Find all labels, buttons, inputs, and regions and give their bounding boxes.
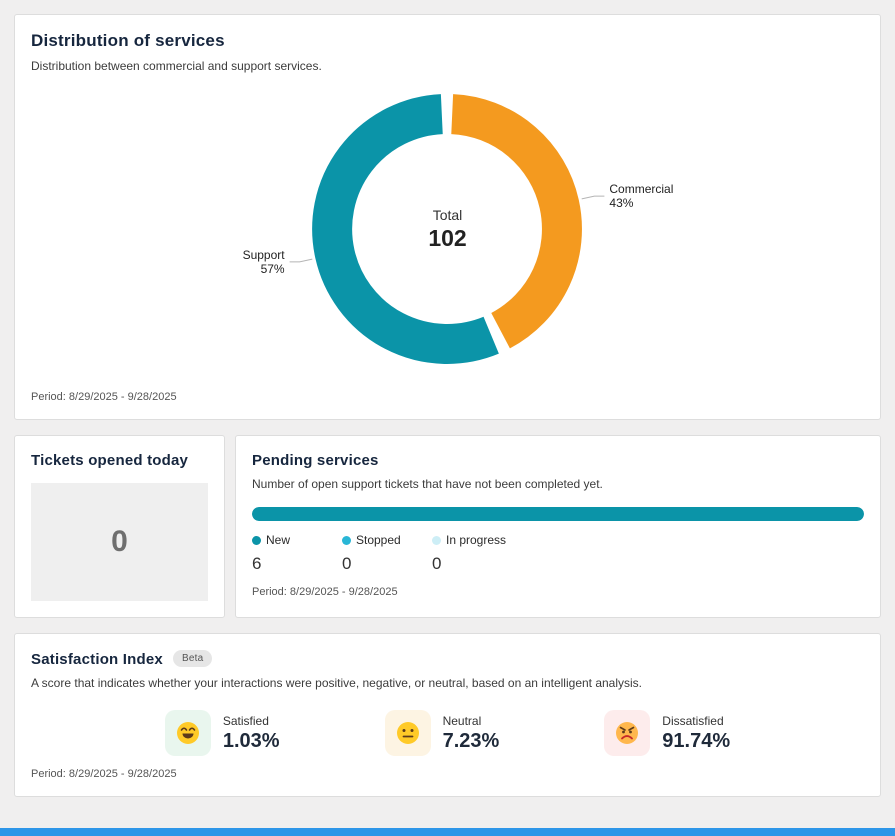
satisfied-metric: Satisfied 1.03% [164, 710, 280, 756]
neutral-metric: Neutral 7.23% [384, 710, 500, 756]
pending-bar-fill [252, 507, 864, 521]
beta-badge: Beta [172, 650, 213, 667]
satisfaction-metrics-row: Satisfied 1.03% Neutral 7.23% [31, 710, 864, 756]
distribution-card: Distribution of services Distribution be… [14, 14, 881, 420]
legend-value-new: 6 [252, 554, 262, 573]
neutral-value: 7.23% [442, 729, 500, 752]
new-dot-icon [252, 535, 261, 545]
tickets-count-value: 0 [111, 525, 128, 558]
legend-value-stopped: 0 [342, 554, 352, 573]
donut-chart[interactable]: Commercial 43% Support 57% Total 102 [31, 79, 864, 379]
legend-label-new: New [266, 533, 291, 547]
satisfaction-subtitle: A score that indicates whether your inte… [31, 676, 643, 690]
neutral-label: Neutral [442, 713, 482, 728]
satisfied-value: 1.03% [222, 729, 280, 752]
satisfaction-period: Period: 8/29/2025 - 9/28/2025 [31, 768, 177, 780]
satisfaction-card: Satisfaction Index Beta A score that indi… [14, 633, 881, 797]
pending-title: Pending services [252, 452, 379, 469]
tickets-count-box: 0 [31, 483, 208, 601]
satisfied-emoji-icon [164, 710, 211, 756]
legend-value-in-progress: 0 [432, 554, 442, 573]
tickets-title: Tickets opened today [31, 452, 189, 469]
distribution-title: Distribution of services [31, 31, 225, 50]
legend-label-stopped: Stopped [356, 533, 401, 547]
in-progress-dot-icon [432, 535, 441, 545]
satisfaction-title: Satisfaction Index Beta [31, 650, 864, 668]
stopped-dot-icon [342, 535, 351, 545]
donut-chart-svg[interactable]: Commercial 43% Support 57% [31, 79, 864, 379]
pending-services-card: Pending services Number of open support … [235, 435, 881, 618]
dissatisfied-metric: Dissatisfied 91.74% [604, 710, 730, 756]
dissatisfied-emoji-icon [604, 710, 651, 756]
legend-item-stopped[interactable]: Stopped 0 [342, 533, 402, 574]
distribution-subtitle: Distribution between commercial and supp… [31, 59, 322, 73]
dissatisfied-value: 91.74% [662, 729, 731, 752]
distribution-period: Period: 8/29/2025 - 9/28/2025 [31, 391, 177, 403]
pending-legend: New 6 Stopped 0 In progress 0 [252, 533, 864, 574]
satisfaction-title-text: Satisfaction Index [31, 651, 163, 668]
pending-period: Period: 8/29/2025 - 9/28/2025 [252, 586, 398, 598]
legend-item-new[interactable]: New 6 [252, 533, 312, 574]
middle-row: Tickets opened today 0 Pending services … [14, 435, 881, 618]
tickets-opened-card: Tickets opened today 0 [14, 435, 225, 618]
bottom-blue-bar [0, 828, 895, 836]
dissatisfied-label: Dissatisfied [662, 713, 724, 728]
pending-bar-chart[interactable] [252, 507, 864, 521]
pending-subtitle: Number of open support tickets that have… [252, 477, 603, 491]
legend-label-in-progress: In progress [446, 533, 507, 547]
neutral-emoji-icon [384, 710, 431, 756]
legend-item-in-progress[interactable]: In progress 0 [432, 533, 506, 574]
satisfied-label: Satisfied [222, 713, 269, 728]
